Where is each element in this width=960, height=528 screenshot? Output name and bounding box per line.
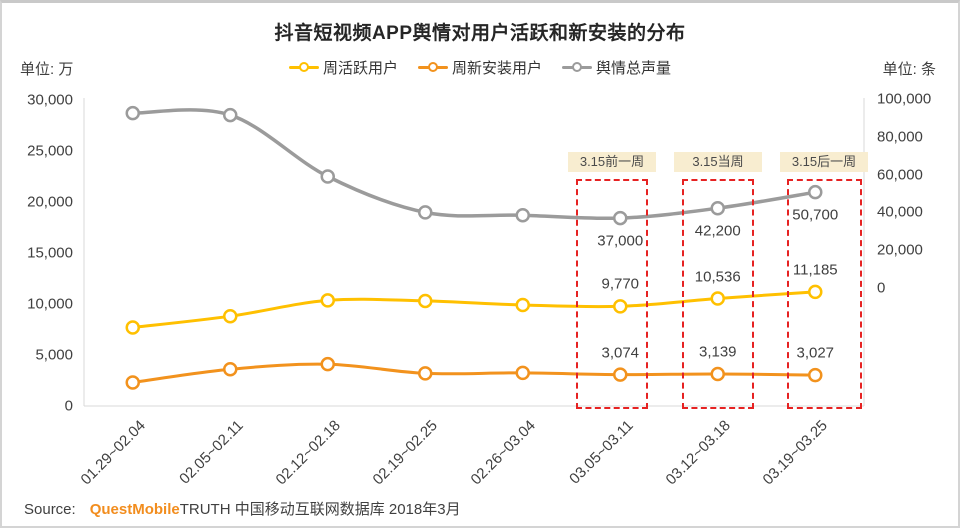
data-label-weekly-new-install-users-6: 3,139 bbox=[698, 343, 737, 361]
legend-marker-dot bbox=[572, 62, 582, 72]
left-axis-tick-label: 30,000 bbox=[27, 91, 73, 109]
legend-marker-weekly-new-install-users bbox=[417, 62, 448, 72]
data-point-sentiment-total-volume-6 bbox=[710, 200, 725, 216]
right-axis-tick-label: 0 bbox=[877, 279, 886, 297]
left-axis-tick-label: 5,000 bbox=[35, 346, 73, 364]
data-point-weekly-active-users-6 bbox=[710, 291, 725, 306]
legend-item-weekly-active-users: 周活跃用户 bbox=[288, 57, 398, 78]
data-point-weekly-new-install-users-2 bbox=[320, 356, 335, 372]
data-point-weekly-new-install-users-7 bbox=[808, 367, 823, 383]
data-point-weekly-new-install-users-4 bbox=[515, 365, 530, 381]
highlight-box-post-315-week bbox=[787, 179, 862, 409]
source-suffix: TRUTH 中国移动互联网数据库 2018年3月 bbox=[179, 501, 461, 518]
source-prefix: Source: bbox=[24, 501, 76, 518]
left-axis-unit-label: 单位: 万 bbox=[20, 61, 74, 78]
data-label-weekly-new-install-users-5: 3,074 bbox=[601, 344, 640, 362]
data-point-weekly-active-users-7 bbox=[808, 284, 823, 300]
left-axis-tick-label: 0 bbox=[64, 397, 73, 415]
data-point-weekly-new-install-users-1 bbox=[223, 362, 238, 377]
source-brand: QuestMobile bbox=[89, 501, 180, 518]
highlight-box-pre-315-week bbox=[576, 179, 648, 409]
highlight-box-315-week bbox=[682, 179, 754, 409]
legend-marker-dot bbox=[298, 62, 309, 72]
right-axis-tick-label: 20,000 bbox=[877, 241, 923, 259]
data-label-weekly-active-users-7: 11,185 bbox=[792, 261, 838, 279]
left-axis-tick-label: 10,000 bbox=[27, 295, 73, 313]
source-line: Source: QuestMobileTRUTH 中国移动互联网数据库 2018年… bbox=[24, 498, 461, 519]
right-axis-tick-label: 60,000 bbox=[877, 166, 923, 184]
data-point-weekly-active-users-1 bbox=[223, 308, 238, 324]
data-point-sentiment-total-volume-3 bbox=[418, 205, 433, 220]
data-label-weekly-active-users-5: 9,770 bbox=[601, 275, 640, 293]
legend-item-weekly-new-install-users: 周新安装用户 bbox=[417, 57, 542, 78]
series-line-weekly-active-users bbox=[131, 290, 817, 329]
data-label-sentiment-total-volume-7: 50,700 bbox=[792, 206, 839, 224]
legend: 周活跃用户 周新安装用户 舆情总声量 bbox=[2, 57, 958, 78]
annotation-label-post-315-week: 3.15后一周 bbox=[780, 152, 868, 172]
annotation-label-pre-315-week: 3.15前一周 bbox=[568, 152, 656, 172]
right-axis-tick-label: 80,000 bbox=[877, 128, 923, 146]
data-point-weekly-active-users-5 bbox=[613, 299, 628, 314]
data-label-sentiment-total-volume-6: 42,200 bbox=[694, 222, 741, 240]
data-point-sentiment-total-volume-0 bbox=[125, 105, 140, 121]
annotation-label-315-week: 3.15当周 bbox=[674, 152, 762, 172]
data-point-weekly-active-users-2 bbox=[320, 293, 335, 308]
data-point-weekly-active-users-0 bbox=[125, 320, 140, 335]
left-axis-tick-label: 20,000 bbox=[27, 193, 73, 211]
data-label-sentiment-total-volume-5: 37,000 bbox=[597, 232, 644, 250]
left-axis-tick-label: 15,000 bbox=[27, 244, 73, 262]
plot-area bbox=[83, 98, 865, 407]
right-axis-tick-label: 100,000 bbox=[877, 90, 932, 108]
data-point-weekly-new-install-users-6 bbox=[710, 366, 725, 382]
legend-item-sentiment-total-volume: 舆情总声量 bbox=[562, 57, 671, 78]
data-label-weekly-active-users-6: 10,536 bbox=[694, 268, 741, 286]
legend-label: 舆情总声量 bbox=[596, 59, 672, 77]
data-point-weekly-new-install-users-5 bbox=[613, 367, 628, 382]
data-point-weekly-active-users-4 bbox=[515, 297, 530, 313]
right-axis-tick-label: 40,000 bbox=[877, 203, 923, 221]
series-line-weekly-new-install-users bbox=[131, 362, 817, 384]
left-axis-tick-label: 25,000 bbox=[27, 142, 73, 160]
legend-label: 周新安装用户 bbox=[451, 59, 542, 77]
data-label-weekly-new-install-users-7: 3,027 bbox=[796, 344, 835, 362]
data-point-sentiment-total-volume-1 bbox=[223, 107, 238, 123]
data-point-sentiment-total-volume-5 bbox=[613, 210, 628, 226]
legend-marker-sentiment-total-volume bbox=[562, 62, 592, 72]
legend-marker-weekly-active-users bbox=[288, 62, 319, 72]
data-point-sentiment-total-volume-2 bbox=[320, 169, 335, 184]
data-point-weekly-new-install-users-3 bbox=[418, 366, 433, 381]
chart-title: 抖音短视频APP舆情对用户活跃和新安装的分布 bbox=[274, 23, 686, 44]
legend-marker-dot bbox=[427, 62, 438, 72]
data-point-sentiment-total-volume-7 bbox=[808, 184, 823, 200]
data-point-weekly-active-users-3 bbox=[418, 293, 433, 309]
data-point-weekly-new-install-users-0 bbox=[125, 375, 140, 390]
legend-label: 周活跃用户 bbox=[322, 59, 398, 77]
right-axis-unit-label: 单位: 条 bbox=[882, 61, 936, 78]
data-point-sentiment-total-volume-4 bbox=[515, 207, 530, 223]
